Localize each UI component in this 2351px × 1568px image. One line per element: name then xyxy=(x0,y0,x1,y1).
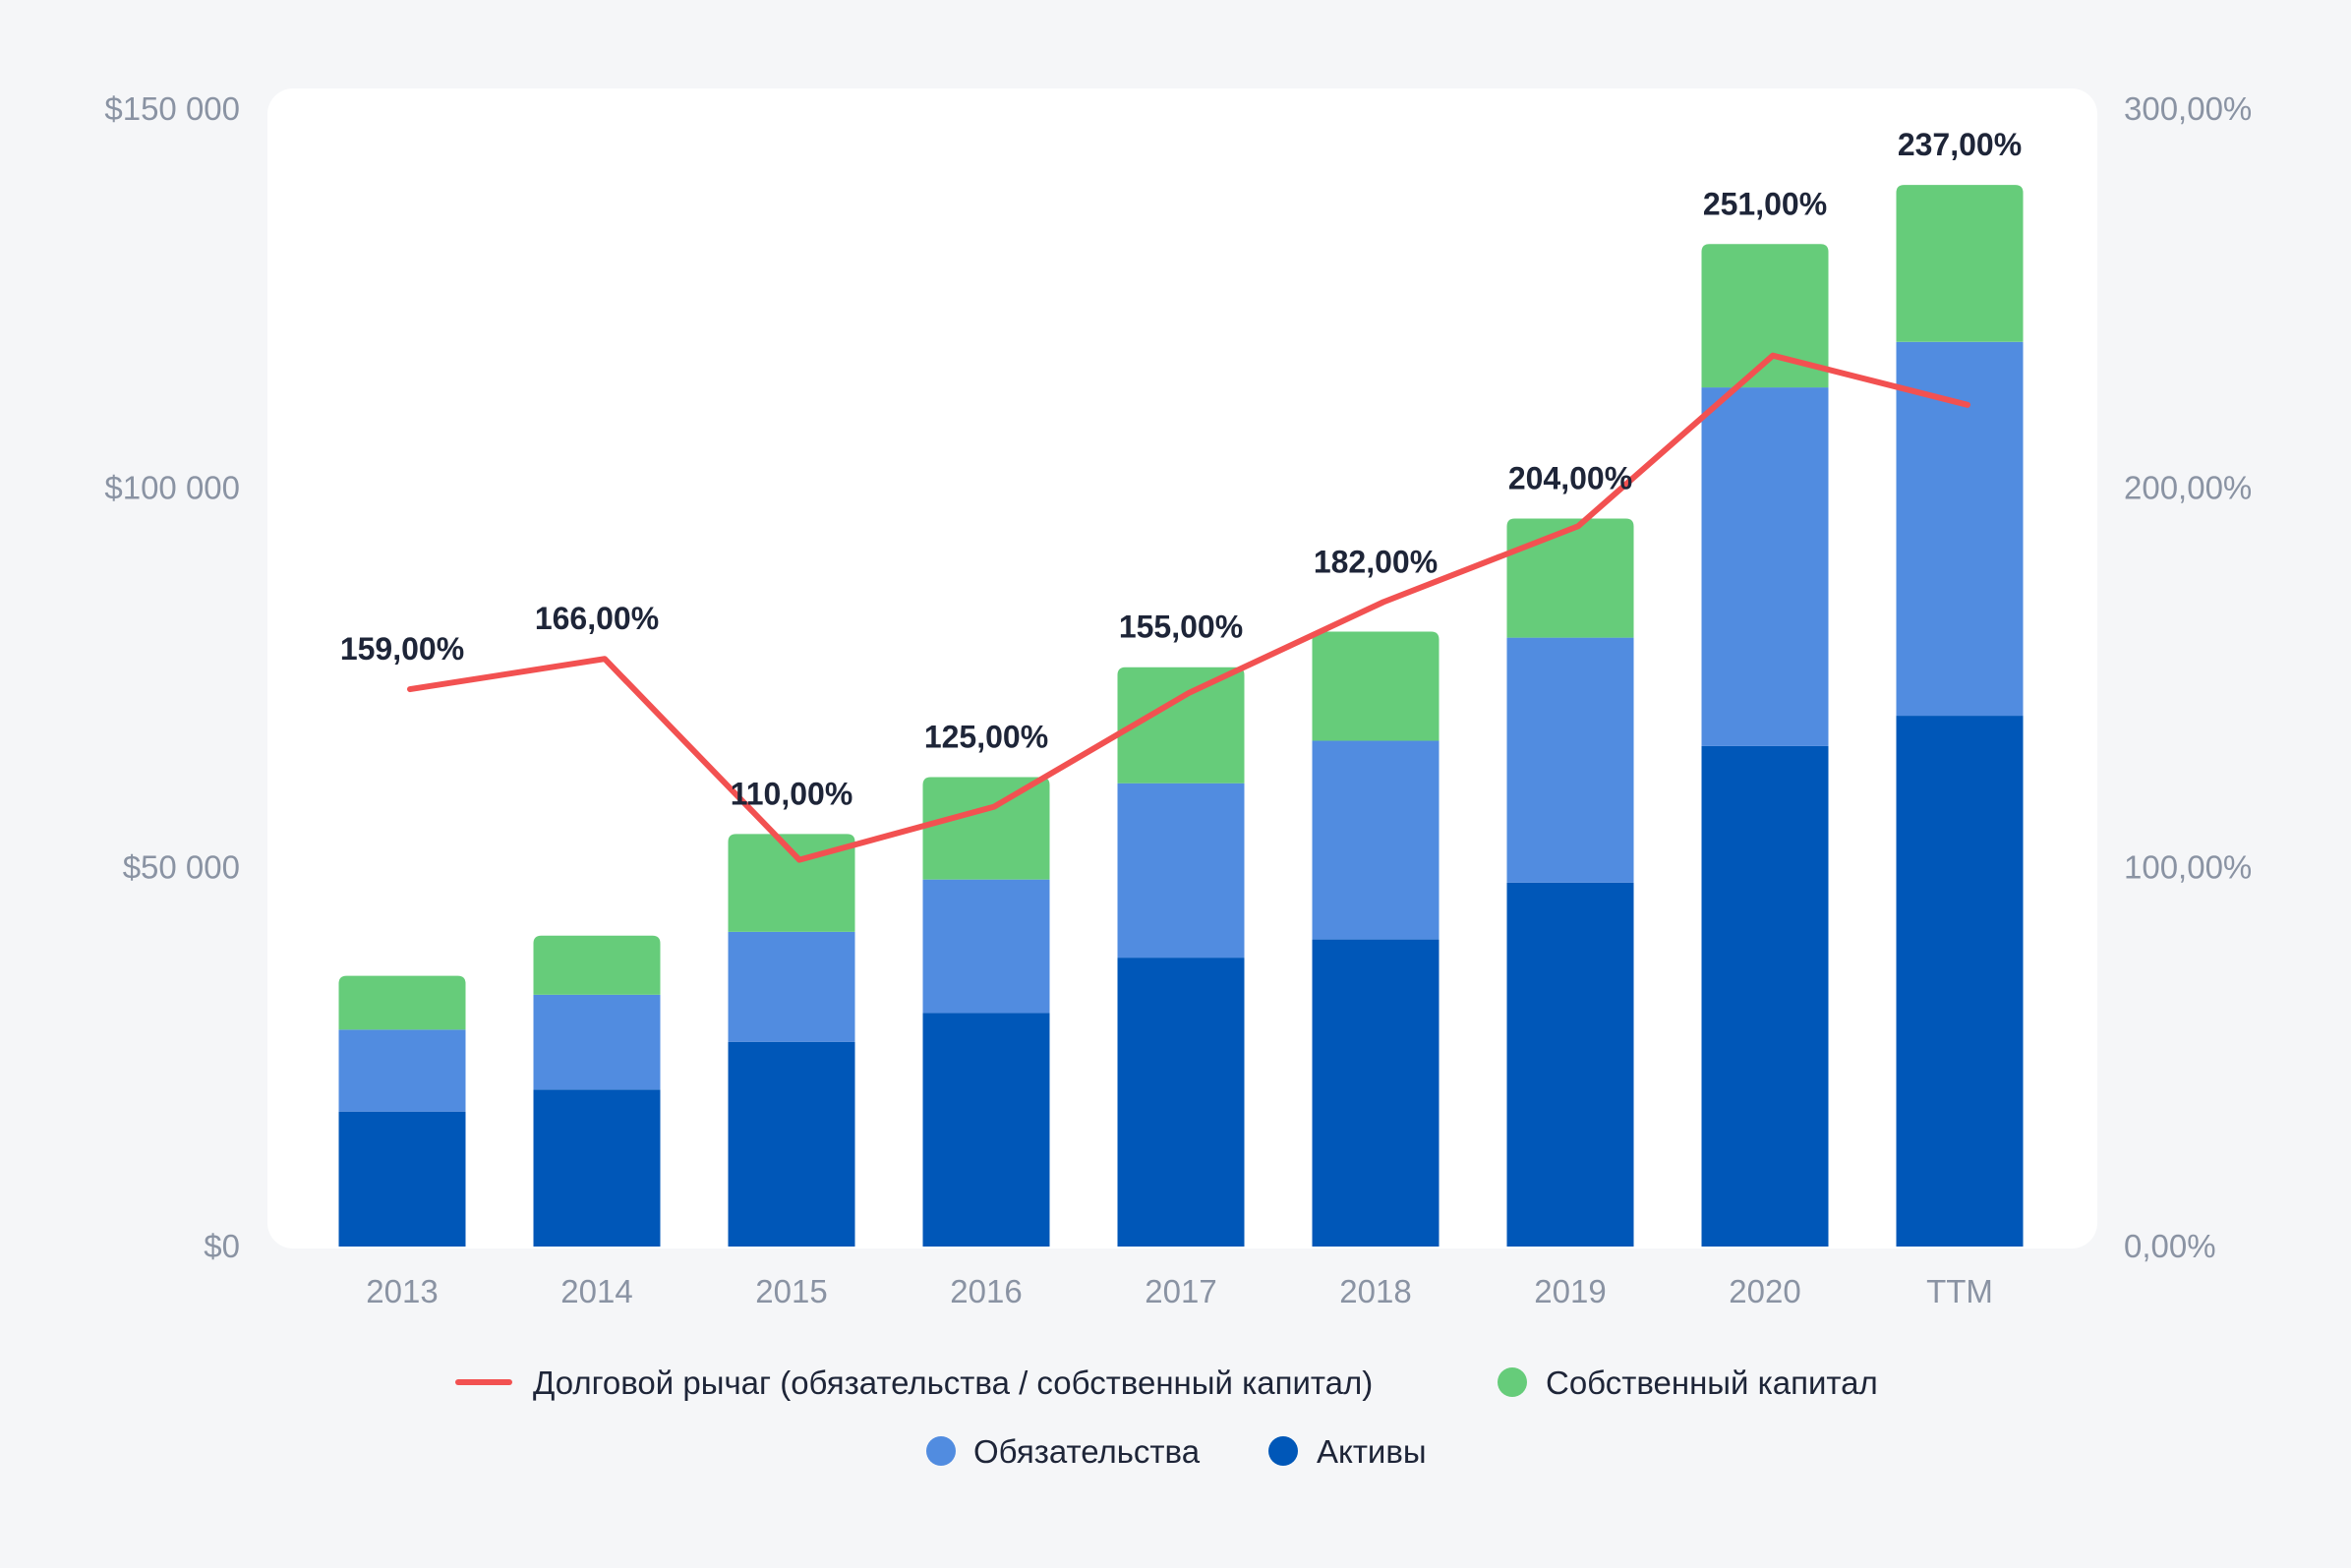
legend-dot-marker xyxy=(1498,1367,1527,1397)
y-left-tick-label: $100 000 xyxy=(104,470,240,506)
bar-segment xyxy=(1117,667,1245,784)
y-right-tick-label: 300,00% xyxy=(2124,90,2252,127)
x-tick-label: TTM xyxy=(1926,1273,1993,1309)
leverage-data-label: 125,00% xyxy=(924,720,1048,755)
bar-segment xyxy=(338,1029,466,1112)
leverage-data-label: 155,00% xyxy=(1119,610,1243,645)
y-left-tick-label: $150 000 xyxy=(104,90,240,127)
y-left-tick-label: $0 xyxy=(204,1228,240,1264)
bar-segment xyxy=(1701,745,1829,1247)
legend-label: Долговой рычаг (обязательства / собствен… xyxy=(533,1365,1373,1401)
leverage-data-label: 182,00% xyxy=(1314,544,1438,579)
bar-segment xyxy=(1312,939,1440,1247)
bar-segment xyxy=(338,1111,466,1247)
x-tick-label: 2019 xyxy=(1534,1273,1606,1309)
y-right-tick-label: 100,00% xyxy=(2124,848,2252,885)
legend-dot-marker xyxy=(926,1436,956,1466)
bar-segment xyxy=(533,994,661,1090)
bar-segment xyxy=(728,931,855,1042)
x-tick-label: 2017 xyxy=(1145,1273,1216,1309)
bar-segment xyxy=(728,1041,855,1247)
leverage-data-label: 159,00% xyxy=(340,631,464,667)
bar-segment xyxy=(1312,740,1440,940)
bar-segment xyxy=(1896,716,2024,1247)
bar-segment xyxy=(728,834,855,932)
y-right-tick-label: 0,00% xyxy=(2124,1228,2216,1264)
leverage-data-label: 204,00% xyxy=(1508,461,1632,496)
bar-segment xyxy=(922,777,1050,880)
legend-label: Обязательства xyxy=(973,1433,1201,1470)
bar-segment xyxy=(1506,637,1634,883)
bar-segment xyxy=(1896,185,2024,342)
bar-segment xyxy=(922,879,1050,1014)
bar-segment xyxy=(1506,518,1634,638)
x-tick-label: 2020 xyxy=(1729,1273,1800,1309)
legend-label: Собственный капитал xyxy=(1546,1365,1878,1401)
bar-segment xyxy=(1506,882,1634,1247)
bar-segment xyxy=(533,935,661,995)
y-left-tick-label: $50 000 xyxy=(123,848,240,885)
leverage-data-label: 251,00% xyxy=(1703,186,1827,221)
leverage-data-label: 237,00% xyxy=(1898,127,2022,162)
y-right-tick-label: 200,00% xyxy=(2124,470,2252,506)
bar-segment xyxy=(1312,631,1440,741)
x-tick-label: 2014 xyxy=(560,1273,632,1309)
x-tick-label: 2018 xyxy=(1339,1273,1411,1309)
bar-segment xyxy=(1117,958,1245,1247)
bar-segment xyxy=(1117,783,1245,958)
legend-dot-marker xyxy=(1268,1436,1298,1466)
bar-segment xyxy=(1701,244,1829,388)
x-tick-label: 2016 xyxy=(950,1273,1022,1309)
bar-segment xyxy=(922,1013,1050,1247)
leverage-data-label: 110,00% xyxy=(731,776,853,811)
bar-segment xyxy=(338,975,466,1030)
legend-label: Активы xyxy=(1317,1433,1427,1470)
leverage-data-label: 166,00% xyxy=(535,601,659,636)
bar-segment xyxy=(1701,387,1829,746)
bar-segment xyxy=(533,1089,661,1247)
leverage-line xyxy=(407,352,1970,863)
x-tick-label: 2015 xyxy=(755,1273,827,1309)
x-tick-label: 2013 xyxy=(366,1273,438,1309)
bar-segment xyxy=(1896,341,2024,717)
